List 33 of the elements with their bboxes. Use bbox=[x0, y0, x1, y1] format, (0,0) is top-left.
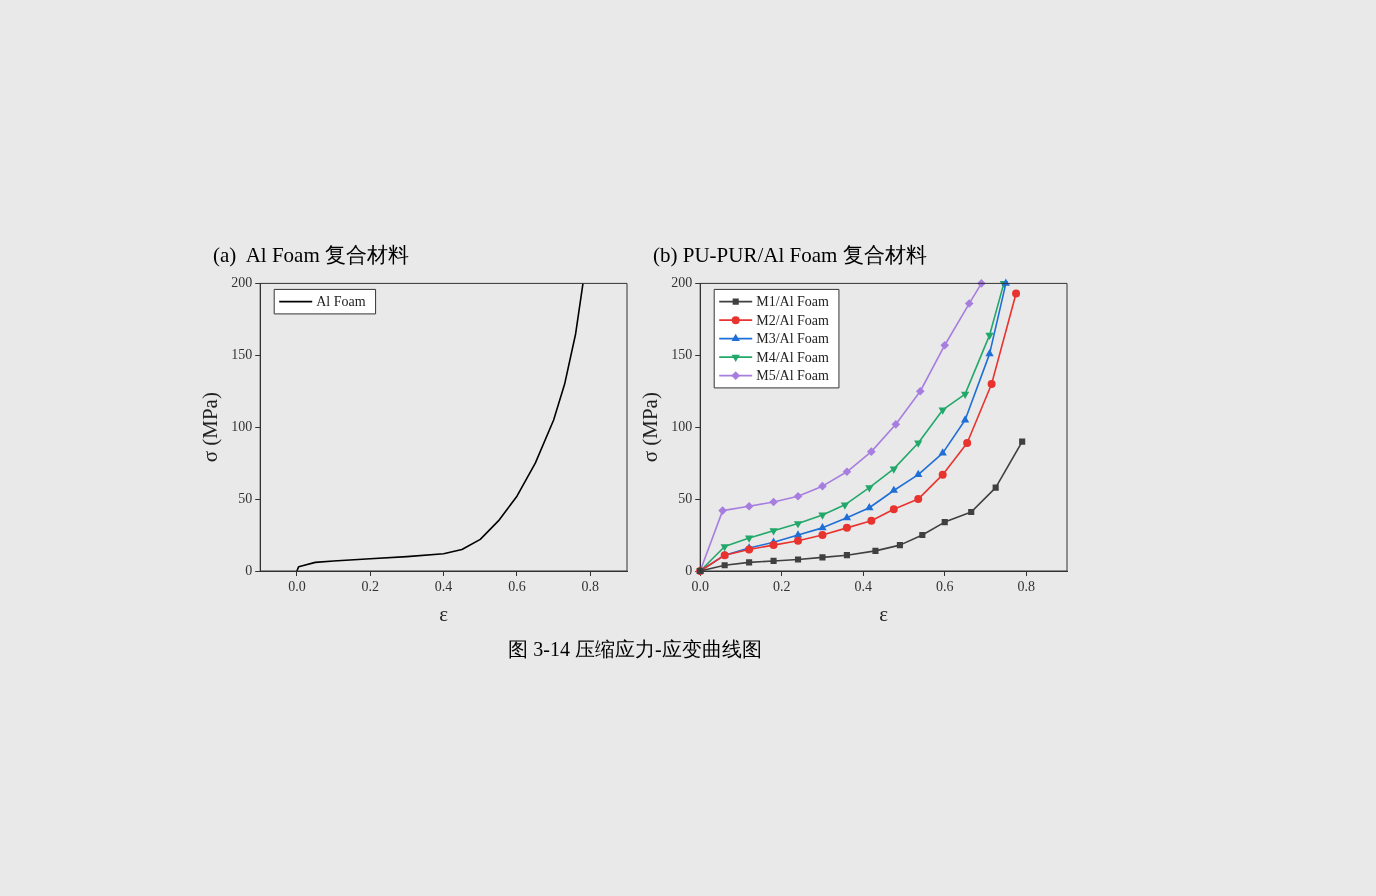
y-tick-label: 0 bbox=[245, 562, 253, 578]
legend-label: Al Foam bbox=[316, 294, 366, 310]
y-axis-title: σ (MPa) bbox=[638, 392, 663, 463]
x-tick-label: 0.6 bbox=[508, 579, 526, 595]
x-axis-title: ε bbox=[879, 601, 889, 626]
x-tick-label: 0.4 bbox=[854, 579, 872, 595]
x-tick-label: 0.6 bbox=[935, 579, 954, 595]
y-tick-label: 100 bbox=[231, 418, 253, 434]
y-tick-label: 50 bbox=[238, 490, 253, 506]
x-tick-label: 0.4 bbox=[434, 579, 453, 595]
y-tick-label: 50 bbox=[678, 490, 693, 506]
x-tick-label: 0.0 bbox=[288, 579, 306, 595]
y-tick-label: 150 bbox=[231, 346, 253, 362]
x-tick-label: 0.0 bbox=[691, 579, 709, 595]
y-tick-label: 100 bbox=[671, 418, 693, 434]
y-tick-label: 150 bbox=[671, 346, 693, 362]
legend-label: M4/Al Foam bbox=[756, 349, 830, 365]
y-axis-title: σ (MPa) bbox=[198, 392, 223, 463]
x-tick-label: 0.8 bbox=[1017, 579, 1035, 595]
x-axis-title: ε bbox=[439, 601, 449, 626]
x-tick-label: 0.2 bbox=[772, 579, 791, 595]
y-tick-label: 200 bbox=[671, 275, 693, 291]
caption: 图 3-14 压缩应力-应变曲线图 bbox=[507, 637, 763, 662]
chart-title: (b) PU-PUR/Al Foam 复合材料 bbox=[652, 242, 928, 269]
legend-label: M1/Al Foam bbox=[756, 294, 830, 310]
chart-title: (a) Al Foam 复合材料 bbox=[212, 242, 410, 269]
x-tick-label: 0.8 bbox=[581, 579, 600, 595]
legend-label: M3/Al Foam bbox=[756, 331, 830, 347]
y-tick-label: 200 bbox=[231, 275, 253, 291]
x-tick-label: 0.2 bbox=[361, 579, 379, 595]
legend-label: M2/Al Foam bbox=[756, 312, 830, 328]
y-tick-label: 0 bbox=[685, 562, 693, 578]
legend-label: M5/Al Foam bbox=[756, 368, 830, 384]
